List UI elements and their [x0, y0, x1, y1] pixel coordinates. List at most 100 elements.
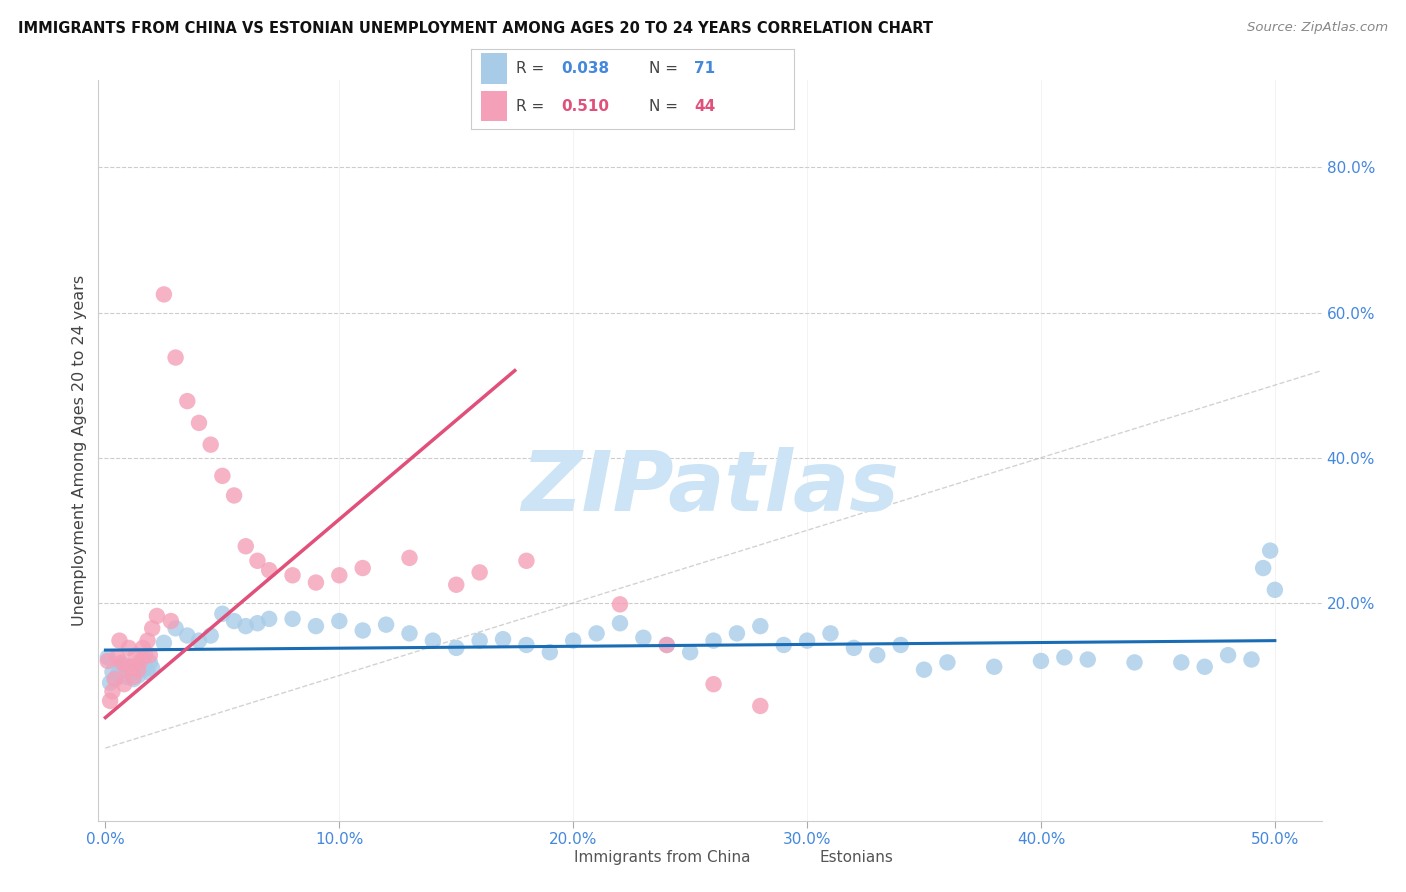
Point: [1240, 652, 1263, 666]
Point: [132, 663, 155, 677]
Bar: [481, 54, 506, 84]
Point: [165, 351, 187, 365]
Point: [422, 633, 444, 648]
Point: [328, 568, 350, 582]
Point: [139, 656, 162, 670]
Point: [398, 550, 420, 565]
Point: [129, 654, 152, 668]
Text: N =: N =: [650, 61, 683, 76]
Point: [655, 638, 678, 652]
Point: [468, 566, 491, 580]
Text: N =: N =: [650, 98, 683, 113]
Bar: [481, 91, 506, 121]
Text: 71: 71: [695, 61, 716, 76]
Text: 0.038: 0.038: [561, 61, 610, 76]
Point: [122, 670, 145, 684]
Point: [115, 663, 138, 677]
Point: [188, 416, 211, 430]
Point: [655, 638, 678, 652]
Point: [328, 614, 350, 628]
Point: [125, 648, 148, 662]
Point: [125, 665, 148, 679]
Point: [101, 665, 124, 679]
Point: [136, 633, 159, 648]
Point: [104, 672, 127, 686]
Point: [134, 648, 156, 662]
Point: [936, 656, 959, 670]
Point: [112, 677, 135, 691]
Point: [281, 612, 304, 626]
Text: IMMIGRANTS FROM CHINA VS ESTONIAN UNEMPLOYMENT AMONG AGES 20 TO 24 YEARS CORRELA: IMMIGRANTS FROM CHINA VS ESTONIAN UNEMPL…: [18, 21, 934, 36]
Point: [890, 638, 912, 652]
Point: [129, 657, 152, 672]
Point: [1258, 543, 1281, 558]
Point: [866, 648, 889, 662]
Point: [105, 668, 128, 682]
Point: [796, 633, 818, 648]
Point: [492, 632, 515, 647]
Point: [1251, 561, 1274, 575]
Point: [446, 578, 468, 592]
Point: [222, 488, 245, 502]
Point: [305, 575, 328, 590]
Point: [120, 659, 142, 673]
Point: [257, 612, 280, 626]
Point: [305, 619, 328, 633]
Point: [1123, 656, 1146, 670]
Point: [725, 626, 748, 640]
Point: [246, 616, 269, 631]
Point: [111, 657, 134, 672]
Point: [468, 633, 491, 648]
Point: [211, 468, 233, 483]
Point: [515, 638, 537, 652]
Point: [1029, 654, 1052, 668]
Y-axis label: Unemployment Among Ages 20 to 24 years: Unemployment Among Ages 20 to 24 years: [72, 275, 87, 626]
Point: [912, 663, 935, 677]
Point: [515, 554, 537, 568]
Point: [562, 633, 585, 648]
Point: [127, 668, 149, 682]
Point: [176, 394, 198, 409]
Point: [585, 626, 607, 640]
Point: [160, 614, 183, 628]
Point: [97, 650, 120, 665]
Point: [132, 640, 155, 655]
Text: R =: R =: [516, 98, 550, 113]
Point: [141, 621, 163, 635]
Point: [842, 640, 865, 655]
Point: [1194, 659, 1216, 673]
Point: [772, 638, 794, 652]
Point: [1216, 648, 1239, 662]
Point: [609, 598, 631, 612]
Point: [118, 640, 141, 655]
Point: [141, 661, 163, 675]
Point: [235, 619, 257, 633]
Point: [1077, 652, 1099, 666]
Point: [200, 628, 222, 642]
Point: [118, 665, 141, 679]
Point: [1264, 582, 1286, 597]
Point: [112, 663, 135, 677]
Point: [1170, 656, 1192, 670]
Point: [97, 654, 120, 668]
Point: [1053, 650, 1076, 665]
Point: [352, 624, 374, 638]
Point: [246, 554, 269, 568]
Point: [122, 672, 145, 686]
Point: [115, 670, 138, 684]
Point: [281, 568, 304, 582]
Point: [633, 631, 655, 645]
Point: [257, 563, 280, 577]
Point: [127, 663, 149, 677]
Point: [153, 287, 176, 301]
Point: [679, 645, 702, 659]
Text: 0.510: 0.510: [561, 98, 610, 113]
Point: [98, 694, 121, 708]
Point: [146, 609, 169, 624]
Point: [104, 672, 127, 686]
Point: [702, 677, 724, 691]
Point: [375, 617, 398, 632]
Point: [749, 698, 772, 713]
Point: [538, 645, 561, 659]
Point: [120, 659, 142, 673]
